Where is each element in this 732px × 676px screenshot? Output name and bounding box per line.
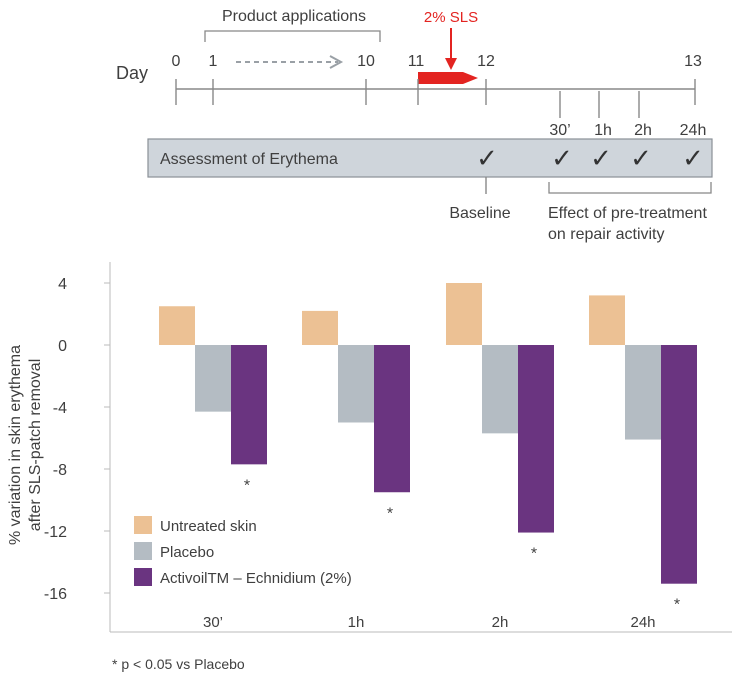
bar-activoil (518, 345, 554, 533)
effect-bracket (548, 182, 712, 194)
significance-marker: * (387, 505, 393, 522)
effect-label: Effect of pre-treatment (548, 205, 707, 222)
y-tick-label: 4 (58, 276, 67, 293)
bar-activoil (231, 345, 267, 465)
day-tick-label: 1 (209, 53, 218, 70)
bar-untreated (302, 310, 338, 345)
assessment-label: Assessment of Erythema (160, 151, 338, 168)
timeline: Product applications 2% SLS Day 0 1 10 1… (116, 8, 713, 243)
time-point-label: 30’ (549, 122, 570, 139)
sls-application-bar (418, 72, 478, 84)
x-tick-label: 24h (630, 614, 655, 631)
product-applications-label: Product applications (222, 8, 366, 25)
y-tick-label: -8 (53, 462, 67, 479)
checkmark-icon: ✓ (682, 143, 704, 173)
time-point-label: 2h (634, 122, 652, 139)
x-axis-labels: 30’ 1h 2h 24h (203, 614, 656, 631)
x-tick-label: 30’ (203, 614, 223, 631)
sls-pointer-arrowhead (445, 58, 457, 70)
checkmark-icon: ✓ (590, 143, 612, 173)
day-tick-label: 0 (172, 53, 181, 70)
day-tick-label: 12 (477, 53, 495, 70)
assessment-box (147, 138, 713, 178)
checkmark-icon: ✓ (551, 143, 573, 173)
product-applications-bracket (204, 30, 381, 42)
y-tick-label: -4 (53, 400, 67, 417)
bar-chart: % variation in skin erythema after SLS-p… (7, 262, 732, 672)
bar-untreated (446, 283, 482, 345)
dashed-arrow-head (329, 55, 344, 69)
legend-label: Placebo (160, 544, 214, 561)
legend-swatch (134, 542, 152, 560)
significance-markers: * * * * (244, 477, 680, 613)
time-point-label: 24h (680, 122, 707, 139)
footnote: * p < 0.05 vs Placebo (112, 656, 245, 672)
day-tick-label: 10 (357, 53, 375, 70)
bar-activoil (661, 345, 697, 584)
legend-label: ActivoilTM – Echnidium (2%) (160, 570, 352, 587)
y-axis-label: % variation in skin erythema (7, 345, 24, 545)
y-axis-ticks: 4 0 -4 -8 -12 -16 (44, 276, 110, 603)
effect-label: on repair activity (548, 226, 665, 243)
day-tick-label: 11 (408, 53, 425, 70)
x-tick-label: 1h (348, 614, 365, 631)
legend-label: Untreated skin (160, 518, 257, 535)
day-tick-label: 13 (684, 53, 702, 70)
checkmark-icon: ✓ (476, 143, 498, 173)
bar-placebo (338, 345, 374, 423)
x-tick-label: 2h (492, 614, 509, 631)
significance-marker: * (674, 597, 680, 614)
bar-untreated (589, 295, 625, 345)
y-tick-label: -12 (44, 524, 67, 541)
checkmark-icon: ✓ (630, 143, 652, 173)
bar-placebo (625, 345, 661, 440)
significance-marker: * (244, 477, 250, 494)
bar-placebo (195, 345, 231, 412)
bar-untreated (159, 306, 195, 345)
bar-activoil (374, 345, 410, 493)
bars (159, 283, 697, 584)
y-axis-title: % variation in skin erythema after SLS-p… (7, 345, 44, 545)
legend-swatch (134, 568, 152, 586)
bar-placebo (482, 345, 518, 434)
significance-marker: * (531, 546, 537, 563)
time-point-label: 1h (594, 122, 612, 139)
y-axis-label: after SLS-patch removal (27, 359, 44, 532)
baseline-label: Baseline (449, 205, 510, 222)
legend-swatch (134, 516, 152, 534)
y-tick-label: -16 (44, 586, 67, 603)
sls-label: 2% SLS (424, 9, 478, 26)
day-label: Day (116, 63, 148, 83)
legend: Untreated skin Placebo ActivoilTM – Echnid… (134, 516, 352, 587)
y-tick-label: 0 (58, 338, 67, 355)
